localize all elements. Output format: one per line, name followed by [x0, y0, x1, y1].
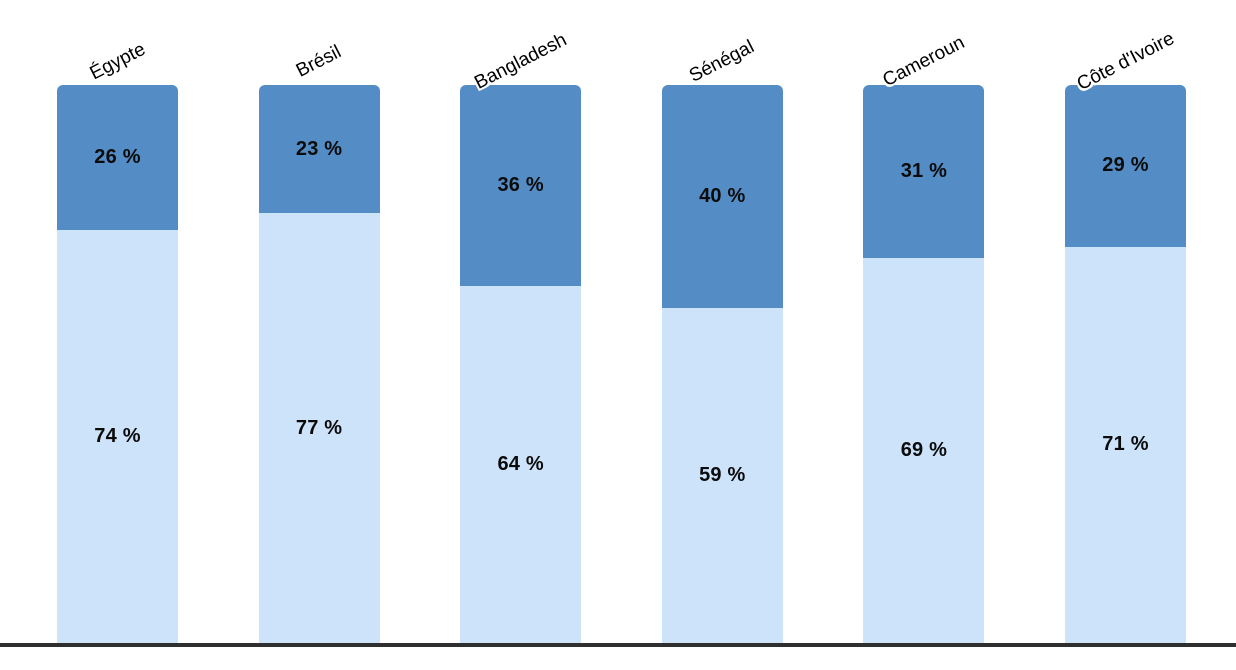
bar-segment-dark: 29 % — [1065, 85, 1186, 247]
bar-column-6: 29 % 71 % — [1065, 85, 1186, 643]
bar-column-1: 26 % 74 % — [57, 85, 178, 643]
segment-value-label: 23 % — [295, 137, 343, 160]
bar-column-2: 23 % 77 % — [258, 85, 380, 643]
bar-segment-light: 71 % — [1065, 246, 1186, 643]
segment-value-label: 29 % — [1102, 154, 1149, 177]
bar-segment-dark: 36 % — [460, 85, 582, 286]
x-axis-baseline — [0, 643, 1236, 647]
segment-value-label: 64 % — [497, 452, 544, 475]
segment-value-label: 69 % — [900, 438, 948, 461]
bar-column-4: 40 % 59 % — [661, 85, 783, 643]
bar-segment-dark: 23 % — [258, 85, 380, 214]
segment-value-label: 77 % — [295, 416, 343, 439]
bar-segment-light: 69 % — [863, 257, 985, 643]
segment-value-label: 31 % — [900, 159, 948, 182]
bar-segment-dark: 40 % — [661, 85, 783, 309]
bar-segment-light: 74 % — [57, 230, 178, 643]
bar-segment-dark: 26 % — [57, 85, 178, 231]
bar-segment-dark: 31 % — [863, 85, 985, 258]
segment-value-label: 40 % — [699, 185, 746, 208]
bar-segment-light: 77 % — [258, 213, 380, 643]
segment-value-label: 71 % — [1102, 433, 1149, 456]
segment-value-label: 26 % — [94, 146, 141, 169]
bar-column-5: 31 % 69 % — [863, 85, 985, 643]
segment-value-label: 36 % — [497, 173, 544, 196]
bar-segment-light: 64 % — [460, 285, 582, 643]
segment-value-label: 74 % — [94, 425, 141, 448]
segment-value-label: 59 % — [699, 464, 746, 487]
bar-segment-light: 59 % — [661, 308, 783, 643]
bar-column-3: 36 % 64 % — [460, 85, 582, 643]
